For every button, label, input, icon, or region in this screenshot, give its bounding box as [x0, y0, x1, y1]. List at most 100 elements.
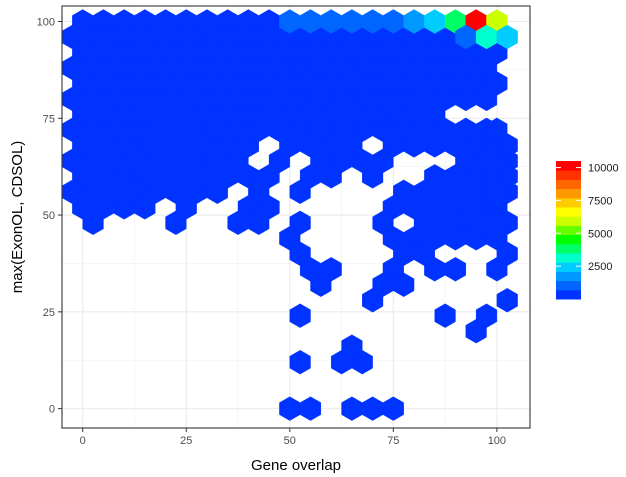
legend-color-step — [556, 188, 581, 192]
legend-color-step — [556, 294, 581, 298]
x-axis: 0 25 50 75 100 — [80, 428, 506, 447]
legend-color-step — [556, 193, 581, 196]
hex-cell — [362, 164, 384, 189]
legend-color-step — [556, 174, 581, 178]
hex-cells — [61, 9, 518, 421]
legend-color-step — [556, 250, 581, 254]
legend-color-step — [556, 184, 581, 187]
x-tick-label: 25 — [180, 435, 192, 447]
legend-color-step — [556, 287, 581, 291]
legend-color-step — [556, 225, 581, 229]
legend-color-step — [556, 220, 581, 224]
hex-cell — [496, 133, 518, 158]
plot-border — [61, 5, 531, 429]
legend-label: 7500 — [588, 195, 612, 207]
y-tick-label: 75 — [43, 113, 55, 125]
legend-color-step — [556, 289, 581, 293]
hex-cell — [475, 86, 498, 112]
legend-label: 10000 — [588, 163, 619, 175]
legend-color-step — [556, 161, 581, 164]
legend-color-step — [556, 243, 581, 247]
legend-color-step — [556, 255, 581, 259]
legend-color-step — [556, 292, 581, 295]
hex-cell — [434, 303, 456, 328]
hex-cell — [289, 349, 311, 375]
legend-color-step — [556, 204, 581, 208]
legend-label: 5000 — [588, 228, 612, 240]
hex-cell — [486, 257, 508, 282]
x-tick-label: 100 — [488, 435, 506, 447]
hex-cell — [165, 210, 187, 235]
legend-color-step — [556, 239, 581, 242]
legend-color-step — [556, 223, 581, 226]
x-axis-title: Gene overlap — [251, 457, 341, 474]
legend-color-step — [556, 172, 581, 176]
legend-color-step — [556, 227, 581, 231]
legend-color-step — [556, 200, 581, 203]
legend-color-step — [556, 241, 581, 245]
legend-color-step — [556, 236, 581, 240]
y-tick-label: 0 — [49, 404, 55, 416]
y-tick-label: 100 — [37, 16, 55, 28]
legend-color-step — [556, 232, 581, 236]
legend-color-step — [556, 181, 581, 185]
legend-color-step — [556, 246, 581, 249]
legend-color-step — [556, 271, 581, 275]
legend-color-step — [556, 163, 581, 167]
legend-color-step — [556, 207, 581, 210]
hex-cell — [351, 349, 373, 375]
legend-color-step — [556, 269, 581, 272]
hex-cell — [299, 396, 322, 421]
legend-color-step — [556, 218, 581, 222]
legend-color-step — [556, 285, 581, 288]
legend-color-step — [556, 179, 581, 183]
legend-color-step — [556, 266, 581, 270]
hex-cell — [496, 24, 518, 50]
legend-color-step — [556, 282, 581, 286]
hex-cell — [444, 257, 467, 282]
hex-cell — [289, 303, 311, 328]
plot-panel — [61, 5, 531, 429]
hex-cell — [320, 164, 342, 189]
hex-cell — [310, 272, 332, 297]
legend-color-step — [556, 165, 581, 169]
legend-color-step — [556, 190, 581, 194]
legend-color-step — [556, 195, 581, 199]
legend-color-step — [556, 209, 581, 213]
hex-cell — [289, 179, 311, 205]
legend-color-step — [556, 213, 581, 217]
legend-color-step — [556, 202, 581, 206]
hex-cell — [82, 210, 104, 235]
hex-cell — [134, 195, 156, 220]
legend-color-step — [556, 248, 581, 252]
legend-color-step — [556, 216, 581, 219]
hex-cell — [248, 210, 270, 235]
y-tick-label: 50 — [43, 210, 55, 222]
legend-color-step — [556, 257, 581, 261]
legend-color-step — [556, 197, 581, 201]
legend-color-step — [556, 276, 581, 279]
legend-color-step — [556, 234, 581, 238]
legend-color-step — [556, 273, 581, 277]
legend-color-step — [556, 167, 581, 171]
hex-cell — [496, 288, 518, 313]
legend-color-step — [556, 259, 581, 263]
legend-color-step — [556, 296, 581, 300]
y-axis-title: max(ExonOL, CDSOL) — [9, 141, 26, 294]
legend-color-step — [556, 230, 581, 233]
legend-color-step — [556, 264, 581, 268]
x-tick-label: 75 — [387, 435, 399, 447]
legend-label: 2500 — [588, 261, 612, 273]
legend-color-step — [556, 262, 581, 265]
hex-cell — [486, 179, 508, 205]
color-legend: 2500 5000 7500 10000 — [556, 161, 619, 300]
y-axis: 0 25 50 75 100 — [37, 16, 62, 416]
x-tick-label: 0 — [80, 435, 86, 447]
x-tick-label: 50 — [284, 435, 296, 447]
hex-cell — [206, 179, 228, 205]
legend-color-step — [556, 211, 581, 215]
hex-cell — [465, 319, 487, 344]
legend-color-step — [556, 278, 581, 282]
legend-color-step — [556, 253, 581, 256]
